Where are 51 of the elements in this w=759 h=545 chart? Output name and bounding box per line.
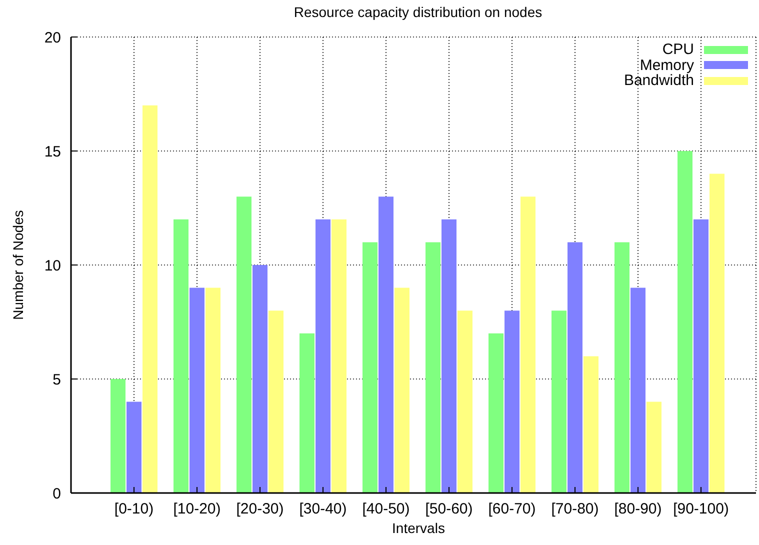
bar: [174, 219, 188, 493]
legend-label: Memory: [640, 56, 694, 74]
bar: [630, 288, 646, 493]
bar: [614, 242, 630, 493]
x-tick-label: [50-60): [425, 500, 473, 518]
y-tick-label: 20: [44, 29, 61, 46]
x-tick-label: [10-20): [173, 500, 221, 518]
x-tick-label: [30-40): [299, 500, 347, 518]
legend-label: CPU: [661, 41, 694, 58]
bar: [236, 196, 252, 493]
chart-title: Resource capacity distribution on nodes: [292, 4, 544, 20]
bar: [332, 219, 346, 493]
x-tick-label: [40-50): [362, 500, 410, 518]
x-tick-label: [80-90): [614, 500, 662, 518]
bar: [710, 174, 724, 493]
bar: [378, 196, 394, 493]
y-tick-label: 15: [44, 143, 61, 160]
x-tick-label: [90-100): [673, 500, 729, 518]
x-axis-title: Intervals: [392, 520, 445, 536]
bar: [190, 288, 204, 493]
bar: [142, 105, 158, 493]
bar: [300, 333, 314, 493]
bar: [552, 310, 566, 493]
bar: [678, 151, 692, 493]
x-tick-label: [20-30): [236, 500, 284, 518]
bar: [520, 196, 536, 493]
bar: [252, 265, 268, 493]
legend-label: Bandwidth: [624, 72, 694, 89]
bar: [694, 219, 708, 493]
bar: [126, 402, 142, 493]
bar: [268, 310, 284, 493]
y-tick-label: 10: [44, 257, 61, 274]
bar: [426, 242, 440, 493]
bar: [442, 219, 456, 493]
bar: [458, 310, 472, 493]
x-tick-label: [70-80): [551, 500, 599, 518]
bar: [110, 379, 126, 493]
bar: [394, 288, 410, 493]
bar: [504, 310, 520, 493]
y-tick-label: 5: [52, 371, 61, 388]
bar: [362, 242, 378, 493]
bar: [206, 288, 220, 493]
x-tick-label: [0-10): [114, 500, 154, 518]
x-tick-label: [60-70): [488, 500, 536, 518]
bar: [584, 356, 598, 493]
bar: [646, 402, 662, 493]
bar: [568, 242, 582, 493]
y-tick-label: 0: [52, 485, 61, 502]
bar: [488, 333, 504, 493]
bar: [316, 219, 330, 493]
y-axis-title: Number of Nodes: [10, 210, 26, 320]
